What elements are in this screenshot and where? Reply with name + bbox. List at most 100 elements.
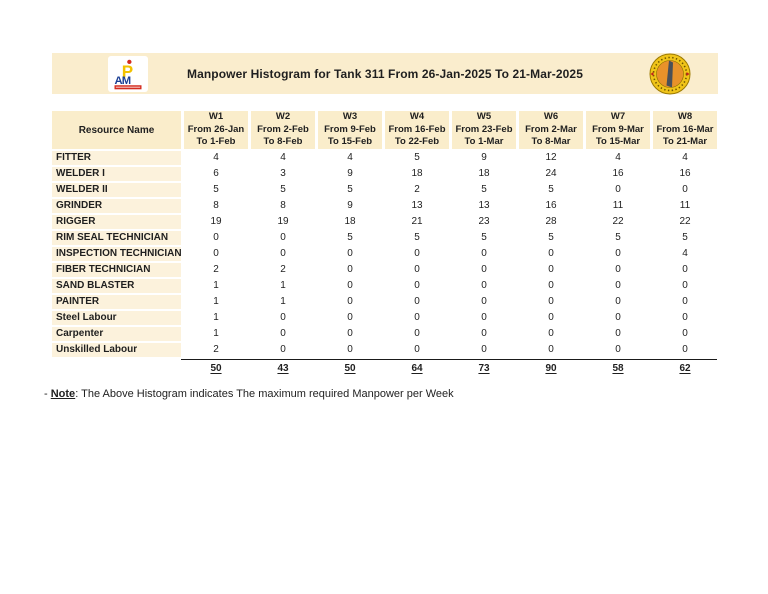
week-header-line: From 26-Jan <box>187 123 245 135</box>
value-cell: 0 <box>452 327 516 341</box>
value-cell: 5 <box>184 183 248 197</box>
value-cell: 4 <box>586 151 650 165</box>
week-header-line: W5 <box>476 111 492 123</box>
value-cell: 2 <box>385 183 449 197</box>
value-cell: 1 <box>251 295 315 309</box>
value-cell: 4 <box>653 151 717 165</box>
total-cell: 50 <box>210 363 222 374</box>
total-cell: 43 <box>277 363 289 374</box>
svg-text:P: P <box>122 63 133 82</box>
resource-name-header: Resource Name <box>52 111 181 149</box>
week-header-line: To 15-Mar <box>595 136 641 148</box>
week-header-w4: W4 From 16-Feb To 22-Feb <box>385 111 449 149</box>
value-cell: 13 <box>452 199 516 213</box>
value-cell: 0 <box>519 247 583 261</box>
totals-spacer <box>52 362 181 376</box>
value-cell: 0 <box>184 247 248 261</box>
week-header-line: W7 <box>610 111 626 123</box>
value-cell: 21 <box>385 215 449 229</box>
week-header-line: To 1-Mar <box>464 136 504 148</box>
value-cell: 0 <box>318 343 382 357</box>
resource-name-cell: RIGGER <box>52 215 181 229</box>
value-cell: 0 <box>452 247 516 261</box>
value-cell: 0 <box>251 247 315 261</box>
manpower-table: Resource Name W1 From 26-Jan To 1-Feb W2 From… <box>52 111 718 376</box>
value-cell: 1 <box>251 279 315 293</box>
value-cell: 4 <box>653 247 717 261</box>
value-cell: 5 <box>653 231 717 245</box>
value-cell: 2 <box>251 263 315 277</box>
week-header-line: From 9-Feb <box>324 123 376 135</box>
value-cell: 0 <box>653 295 717 309</box>
week-header-line: From 9-Mar <box>592 123 644 135</box>
value-cell: 8 <box>184 199 248 213</box>
value-cell: 0 <box>184 231 248 245</box>
value-cell: 0 <box>452 343 516 357</box>
value-cell: 0 <box>519 263 583 277</box>
week-header-line: To 1-Feb <box>196 136 236 148</box>
value-cell: 0 <box>586 279 650 293</box>
value-cell: 0 <box>318 247 382 261</box>
value-cell: 0 <box>586 247 650 261</box>
value-cell: 0 <box>653 279 717 293</box>
value-cell: 0 <box>251 343 315 357</box>
value-cell: 0 <box>251 311 315 325</box>
note-dash: - <box>44 388 51 400</box>
value-cell: 18 <box>452 167 516 181</box>
value-cell: 0 <box>452 295 516 309</box>
value-cell: 0 <box>452 263 516 277</box>
week-header-w3: W3 From 9-Feb To 15-Feb <box>318 111 382 149</box>
company-seal-icon <box>649 53 691 95</box>
value-cell: 11 <box>586 199 650 213</box>
value-cell: 24 <box>519 167 583 181</box>
value-cell: 0 <box>653 327 717 341</box>
value-cell: 0 <box>318 263 382 277</box>
value-cell: 4 <box>184 151 248 165</box>
value-cell: 23 <box>452 215 516 229</box>
value-cell: 0 <box>385 327 449 341</box>
value-cell: 0 <box>318 279 382 293</box>
totals-divider <box>181 359 717 360</box>
week-header-line: W4 <box>409 111 425 123</box>
resource-name-cell: FIBER TECHNICIAN <box>52 263 181 277</box>
value-cell: 0 <box>519 311 583 325</box>
value-cell: 4 <box>251 151 315 165</box>
value-cell: 5 <box>586 231 650 245</box>
value-cell: 3 <box>251 167 315 181</box>
value-cell: 5 <box>452 183 516 197</box>
value-cell: 13 <box>385 199 449 213</box>
week-header-line: W1 <box>208 111 224 123</box>
value-cell: 5 <box>385 151 449 165</box>
value-cell: 1 <box>184 327 248 341</box>
value-cell: 1 <box>184 311 248 325</box>
value-cell: 16 <box>519 199 583 213</box>
value-cell: 0 <box>385 247 449 261</box>
value-cell: 0 <box>586 263 650 277</box>
resource-name-cell: SAND BLASTER <box>52 279 181 293</box>
value-cell: 8 <box>251 199 315 213</box>
value-cell: 22 <box>653 215 717 229</box>
value-cell: 0 <box>318 311 382 325</box>
value-cell: 0 <box>586 311 650 325</box>
value-cell: 6 <box>184 167 248 181</box>
value-cell: 18 <box>318 215 382 229</box>
total-cell: 73 <box>478 363 490 374</box>
company-logo-left: P AM <box>108 56 148 92</box>
value-cell: 0 <box>318 295 382 309</box>
value-cell: 0 <box>519 327 583 341</box>
week-header-line: To 8-Feb <box>263 136 303 148</box>
value-cell: 28 <box>519 215 583 229</box>
value-cell: 16 <box>586 167 650 181</box>
value-cell: 0 <box>586 183 650 197</box>
value-cell: 11 <box>653 199 717 213</box>
value-cell: 9 <box>452 151 516 165</box>
week-header-line: W6 <box>543 111 559 123</box>
week-header-line: To 21-Mar <box>662 136 708 148</box>
value-cell: 0 <box>251 231 315 245</box>
value-cell: 0 <box>653 343 717 357</box>
resource-name-cell: Steel Labour <box>52 311 181 325</box>
resource-name-cell: INSPECTION TECHNICIAN <box>52 247 182 261</box>
value-cell: 5 <box>385 231 449 245</box>
value-cell: 0 <box>251 327 315 341</box>
value-cell: 0 <box>385 343 449 357</box>
